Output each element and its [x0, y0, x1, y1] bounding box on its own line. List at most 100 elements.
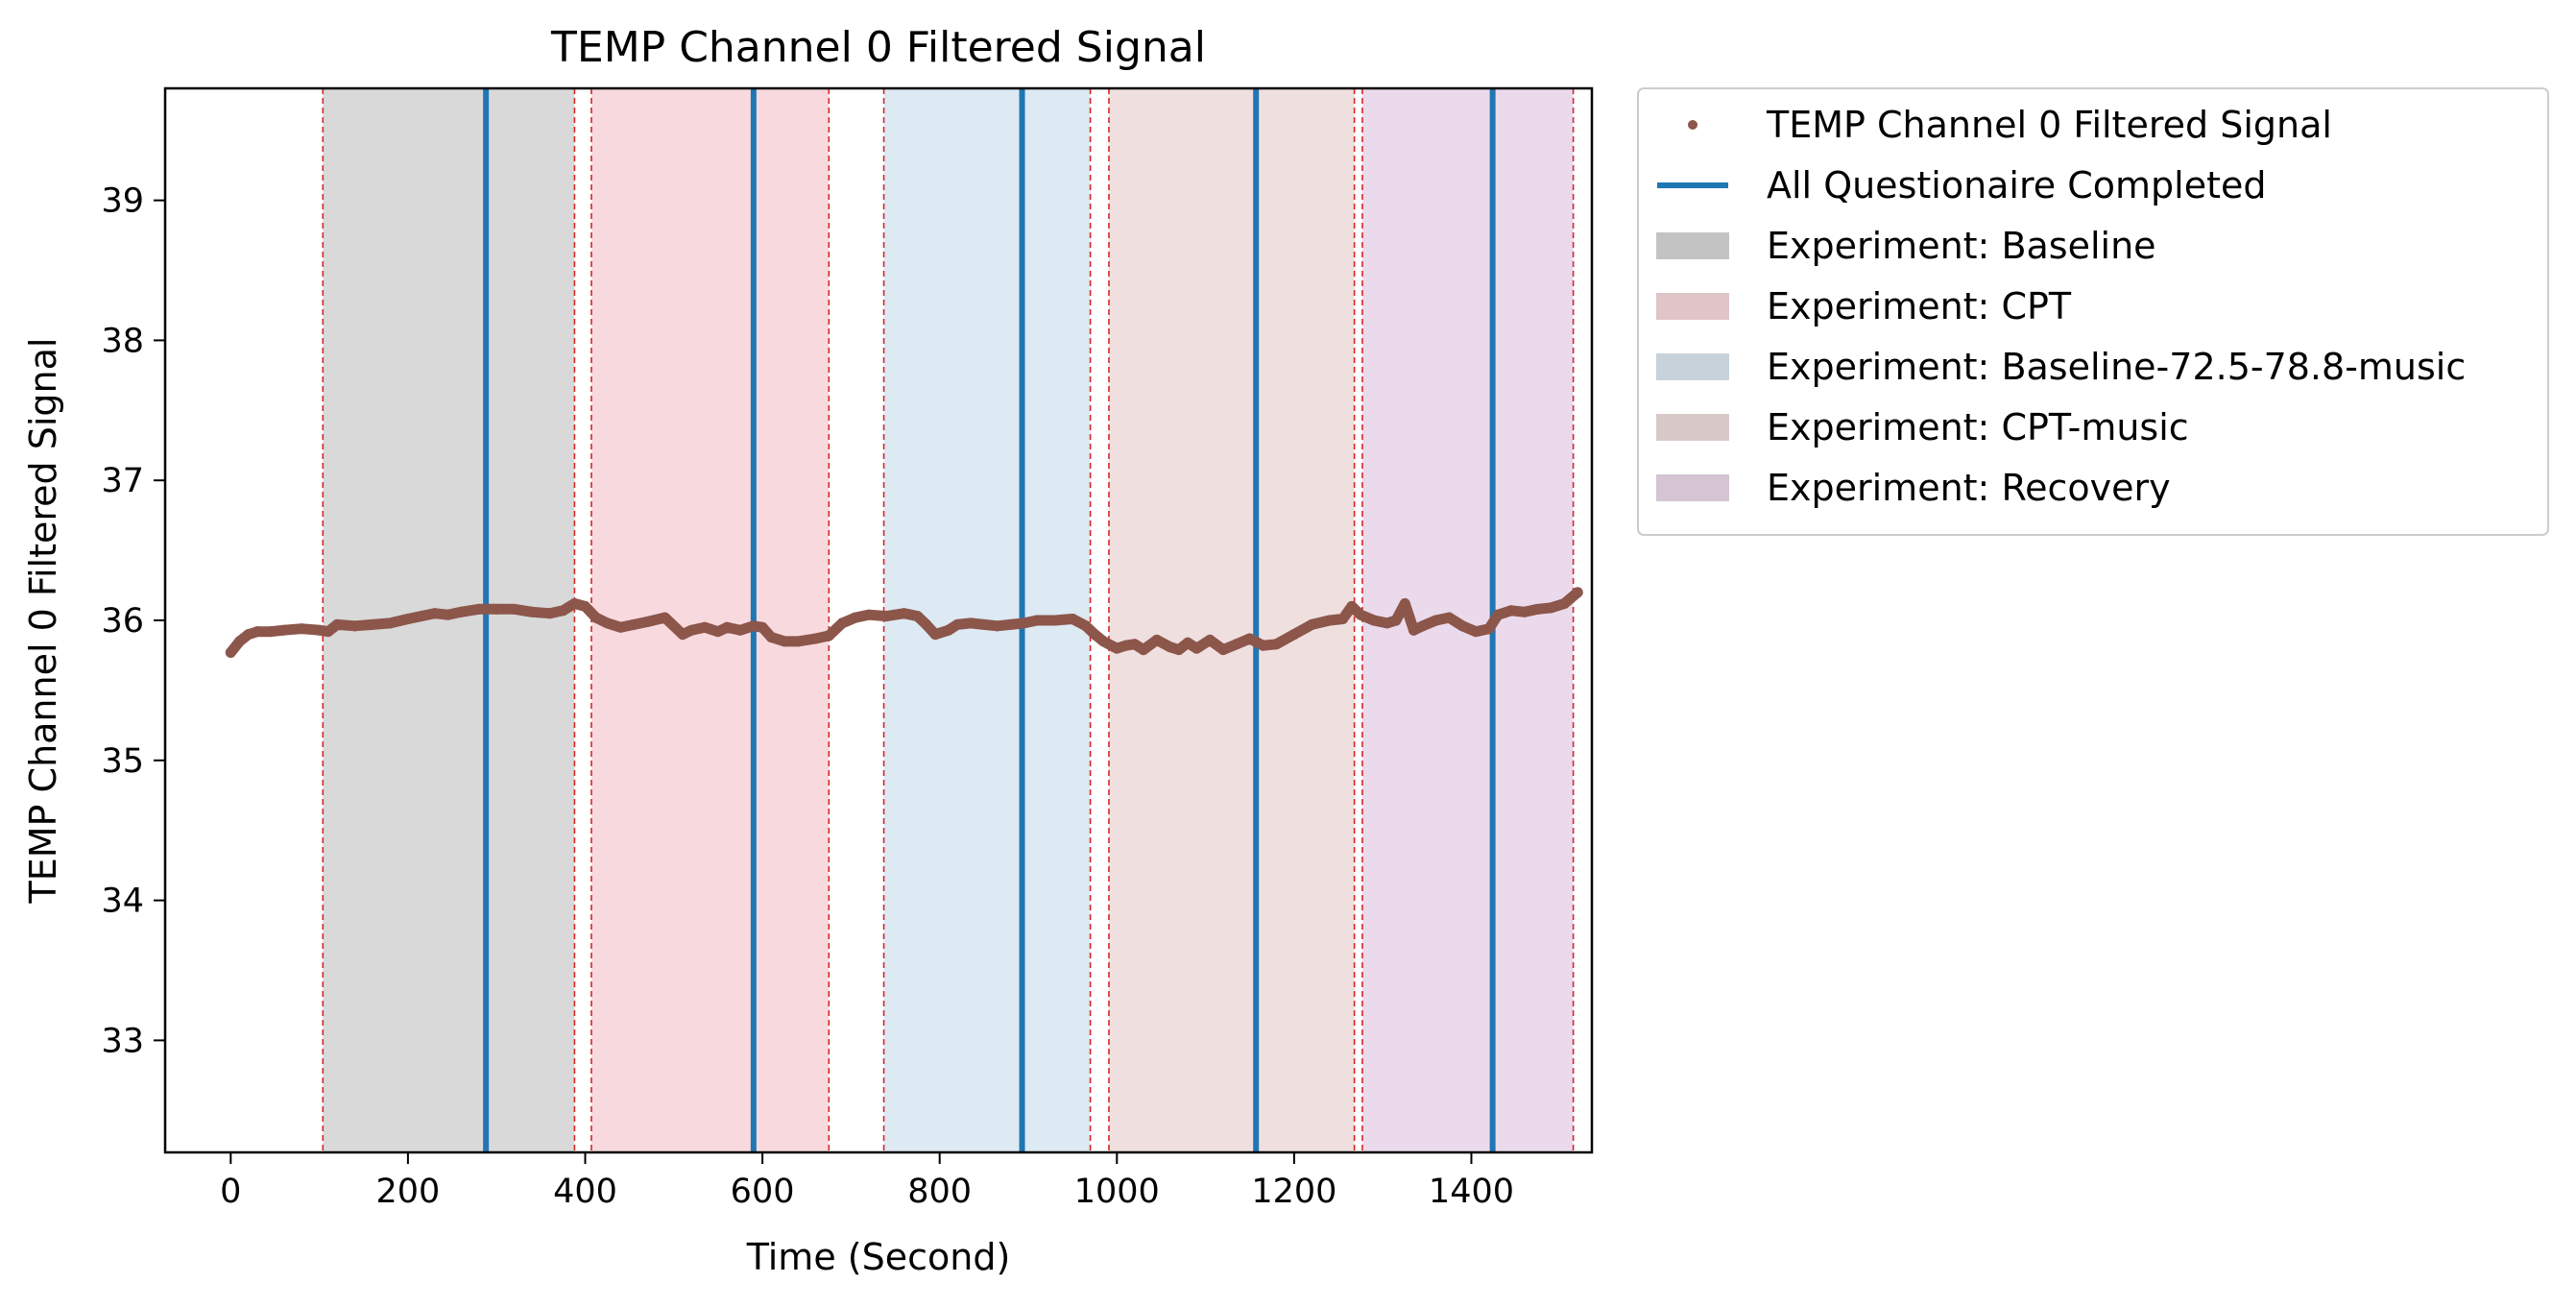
- signal-point: [1089, 629, 1100, 641]
- signal-point: [384, 617, 396, 629]
- signal-point: [951, 618, 963, 630]
- signal-point: [544, 608, 556, 619]
- signal-point: [473, 603, 485, 615]
- x-tick-label: 1200: [1251, 1173, 1336, 1211]
- signal-point: [243, 629, 254, 641]
- signal-point: [792, 636, 804, 647]
- signal-point: [912, 611, 924, 622]
- signal-point: [1258, 640, 1269, 651]
- signal-point: [278, 624, 290, 636]
- legend-label: Experiment: Baseline: [1767, 225, 2156, 267]
- signal-point: [1558, 598, 1570, 610]
- signal-point: [712, 626, 724, 638]
- signal-point: [1111, 642, 1122, 654]
- y-axis-label: TEMP Channel 0 Filtered Signal: [22, 338, 64, 905]
- signal-point: [823, 630, 834, 641]
- signal-point: [1346, 600, 1358, 612]
- signal-point: [660, 612, 671, 623]
- x-tick-label: 800: [907, 1173, 972, 1211]
- signal-point: [1572, 587, 1583, 598]
- signal-point: [1080, 620, 1092, 632]
- signal-point: [809, 633, 821, 644]
- legend-label: Experiment: Recovery: [1767, 467, 2171, 509]
- signal-point: [331, 618, 343, 630]
- signal-point: [1151, 634, 1163, 645]
- signal-point: [402, 614, 414, 625]
- legend-marker: [1688, 120, 1697, 130]
- signal-point: [1306, 618, 1317, 630]
- signal-point: [1417, 620, 1429, 632]
- signal-point: [641, 616, 653, 627]
- signal-point: [1231, 639, 1242, 650]
- signal-point: [579, 600, 590, 612]
- signal-point: [721, 621, 733, 633]
- legend-label: Experiment: CPT-music: [1767, 406, 2189, 448]
- signal-point: [850, 612, 861, 623]
- signal-point: [1457, 620, 1468, 632]
- legend-label: All Questionaire Completed: [1767, 164, 2267, 206]
- signal-point: [1519, 606, 1530, 617]
- signal-point: [779, 636, 790, 647]
- signal-point: [1031, 615, 1043, 626]
- x-tick-label: 200: [375, 1173, 440, 1211]
- signal-point: [1204, 634, 1216, 645]
- signal-point: [602, 617, 614, 629]
- signal-point: [943, 624, 954, 636]
- legend-patch: [1656, 414, 1729, 441]
- signal-point: [568, 598, 580, 610]
- x-tick-label: 600: [731, 1173, 795, 1211]
- x-tick-label: 400: [553, 1173, 617, 1211]
- signal-point: [1337, 614, 1349, 625]
- signal-point: [614, 621, 626, 633]
- signal-series: [225, 587, 1583, 659]
- signal-point: [1129, 639, 1141, 650]
- signal-point: [1138, 644, 1149, 656]
- signal-point: [1483, 623, 1495, 635]
- signal-point: [1431, 615, 1442, 626]
- signal-point: [225, 647, 236, 659]
- legend-patch: [1656, 353, 1729, 380]
- x-axis: 0 200 400 600 800 1000 1200 1400: [220, 1152, 1514, 1211]
- legend-label: Experiment: Baseline-72.5-78.8-music: [1767, 346, 2466, 388]
- signal-point: [314, 624, 325, 636]
- signal-point: [921, 618, 932, 630]
- signal-point: [1368, 615, 1380, 626]
- signal-point: [1270, 639, 1282, 650]
- signal-point: [1097, 636, 1109, 647]
- x-tick-label: 1400: [1429, 1173, 1514, 1211]
- signal-point: [455, 606, 467, 617]
- signal-point: [836, 617, 848, 629]
- signal-point: [1217, 644, 1229, 656]
- signal-point: [899, 608, 910, 619]
- signal-point: [699, 621, 710, 633]
- shaded-regions: [323, 88, 1574, 1152]
- signal-point: [526, 606, 538, 617]
- y-tick-label: 38: [101, 322, 144, 360]
- y-tick-label: 33: [101, 1022, 144, 1060]
- y-tick-label: 37: [101, 462, 144, 500]
- signal-point: [509, 603, 520, 615]
- x-tick-label: 1000: [1074, 1173, 1160, 1211]
- signal-point: [1443, 612, 1455, 623]
- signal-point: [965, 617, 976, 629]
- signal-point: [628, 618, 639, 630]
- legend-patch: [1656, 474, 1729, 501]
- y-tick-label: 39: [101, 182, 144, 221]
- signal-point: [1191, 642, 1202, 654]
- legend: TEMP Channel 0 Filtered Signal All Questi…: [1637, 87, 2549, 536]
- signal-point: [557, 605, 568, 617]
- signal-point: [748, 620, 759, 632]
- signal-point: [1018, 617, 1029, 629]
- signal-point: [1324, 615, 1336, 626]
- legend-box: [1637, 87, 2549, 536]
- signal-point: [734, 624, 746, 636]
- signal-point: [491, 603, 502, 615]
- x-axis-label: Time (Second): [746, 1236, 1011, 1278]
- y-tick-label: 35: [101, 742, 144, 781]
- signal-point: [252, 626, 263, 638]
- signal-point: [590, 612, 602, 623]
- signal-point: [880, 611, 892, 622]
- legend-label: TEMP Channel 0 Filtered Signal: [1766, 104, 2332, 146]
- signal-point: [1067, 614, 1078, 625]
